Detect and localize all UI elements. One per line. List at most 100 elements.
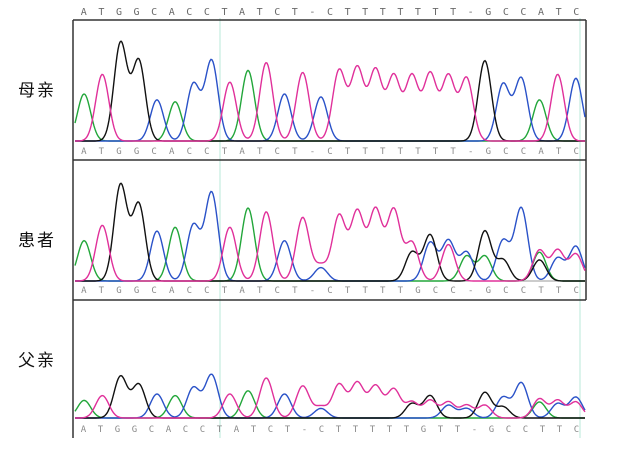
header-base-letter: A [169,7,175,18]
called-base-letter: T [285,425,291,435]
header-base-letter: T [380,7,386,18]
called-base-letter: T [222,286,228,296]
row-label-patient: 患者 [18,231,56,251]
called-base-letter: G [486,147,491,157]
called-base-letter: T [415,147,421,157]
called-base-letter: T [398,286,404,296]
called-base-letter: G [115,425,120,435]
called-base-letter: T [217,425,223,435]
called-base-letter: C [275,286,280,296]
called-base-letter: T [404,425,410,435]
called-base-letter: C [327,286,332,296]
called-base-letter: T [556,147,562,157]
called-base-letter: C [450,286,455,296]
called-base-letter: A [169,147,175,157]
header-base-letter: T [221,7,227,18]
called-base-letter: T [292,147,298,157]
header-base-letter: C [204,7,210,18]
trace-T [75,206,586,282]
called-base-letter: C [319,425,324,435]
called-base-letter: C [183,425,188,435]
called-base-letter: - [310,286,315,296]
called-base-letter: T [98,425,104,435]
called-base-letter: C [268,425,273,435]
header-base-letter: G [116,7,122,18]
called-base-letter: C [573,147,578,157]
trace-C [75,373,586,419]
header-base-letter: T [450,7,456,18]
called-base-letter: T [336,425,342,435]
called-base-letter: C [433,286,438,296]
called-base-letter: T [362,286,368,296]
called-base-letter: C [574,425,579,435]
called-base-letter: T [557,425,563,435]
called-base-letter: T [257,286,263,296]
called-base-letter: T [345,286,351,296]
called-base-letter: C [327,147,332,157]
called-base-letter: T [292,286,298,296]
header-base-letter: G [485,7,491,18]
called-base-letter: A [166,425,172,435]
called-base-letter: G [486,286,491,296]
called-base-letter: A [239,286,245,296]
called-base-letter: T [257,147,263,157]
header-base-letter: A [239,7,245,18]
called-base-letter: C [187,147,192,157]
trace-T [75,377,586,419]
called-base-letter: A [234,425,240,435]
called-base-letter: - [310,147,315,157]
header-base-letter: C [503,7,509,18]
called-base-letter: T [380,147,386,157]
called-base-letter: C [275,147,280,157]
called-base-letter: A [81,425,87,435]
called-base-letter: T [556,286,562,296]
trace-G [75,182,585,282]
called-base-letter: C [204,286,209,296]
header-base-letter: T [397,7,403,18]
called-base-letter: T [222,147,228,157]
called-base-letter: G [415,286,420,296]
header-base-letter: T [257,7,263,18]
header-base-letter: C [274,7,280,18]
called-base-letter: T [438,425,444,435]
header-base-letter: C [186,7,192,18]
header-base-letter: T [415,7,421,18]
called-base-letter: A [538,147,544,157]
called-base-letter: A [81,286,87,296]
called-base-letter: - [302,425,307,435]
called-base-letter: C [503,147,508,157]
called-base-letter: T [380,286,386,296]
row-label-mother: 母亲 [18,81,56,101]
header-base-letter: T [433,7,439,18]
called-base-letter: T [353,425,359,435]
header-base-letter: A [538,7,544,18]
called-base-letter: G [421,425,426,435]
header-base-letter: T [345,7,351,18]
called-base-letter: C [521,286,526,296]
called-base-letter: T [251,425,257,435]
called-base-letter: T [362,147,368,157]
header-base-letter: C [327,7,333,18]
trace-T [75,61,585,142]
called-base-letter: C [187,286,192,296]
called-base-letter: T [450,147,456,157]
header-base-letter: T [362,7,368,18]
trace-G [75,374,585,419]
called-base-letter: T [433,147,439,157]
header-base-letter: G [134,7,140,18]
row-label-father: 父亲 [18,351,56,371]
header-base-letter: - [468,7,474,18]
sequence-text-layer: A T G G C A C C T A T C T - C T T T T T T T - G C C A T CA T G G C A C C T A T… [81,7,579,435]
called-base-letter: C [503,286,508,296]
called-base-letter: C [573,286,578,296]
header-base-letter: A [81,7,87,18]
called-base-letter: T [99,286,105,296]
called-base-letter: - [472,425,477,435]
called-base-letter: G [116,286,121,296]
called-base-letter: G [132,425,137,435]
called-base-letter: A [81,147,87,157]
header-base-letter: T [98,7,104,18]
called-base-letter: C [200,425,205,435]
